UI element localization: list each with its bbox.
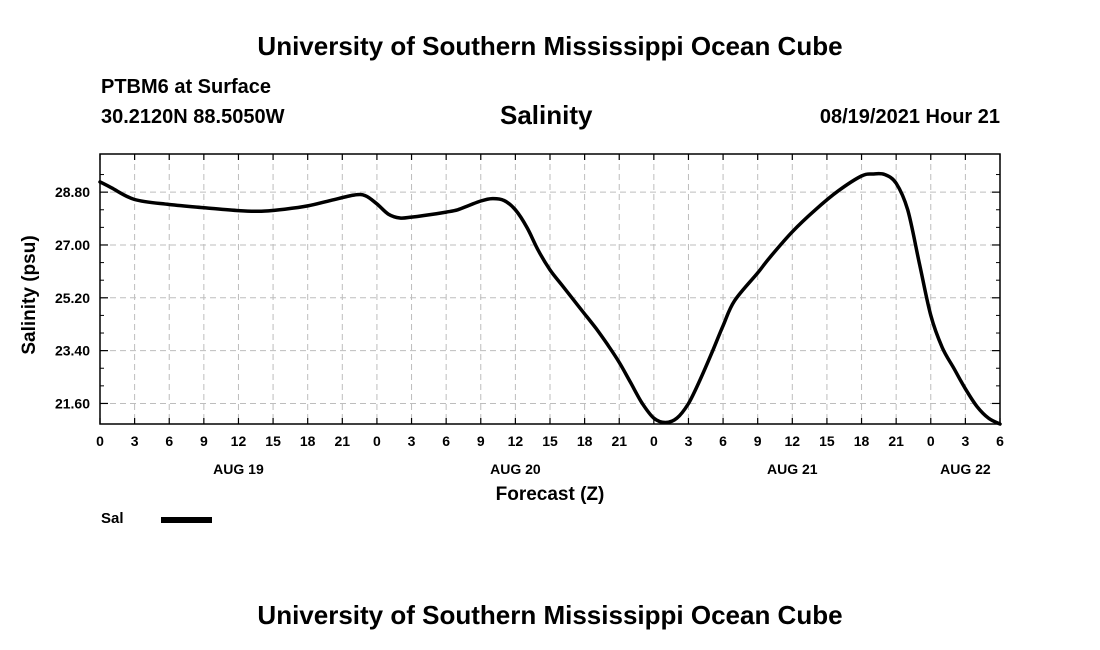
x-date-label: AUG 21 (767, 461, 818, 477)
x-tick-label: 6 (996, 433, 1004, 449)
x-date-label: AUG 19 (213, 461, 264, 477)
x-tick-label: 0 (96, 433, 104, 449)
y-tick-label: 23.40 (55, 343, 90, 359)
tick-label-layer: 0 3 6 9 12 15 18 21 0 3 6 9 12 15 18 21 0 3 6 9 12 15 18 21 0 3 6 2… (55, 184, 1004, 477)
legend-swatch (161, 517, 212, 523)
x-tick-label: 12 (231, 433, 247, 449)
x-tick-label: 12 (785, 433, 801, 449)
chart-title-top: University of Southern Mississippi Ocean… (257, 31, 843, 61)
series-line-sal (98, 171, 1002, 426)
x-tick-label: 9 (754, 433, 762, 449)
datetime-label: 08/19/2021 Hour 21 (819, 106, 1000, 128)
x-tick-label: 15 (265, 433, 281, 449)
x-tick-label: 3 (685, 433, 693, 449)
y-axis-title: Salinity (psu) (19, 235, 40, 354)
x-tick-label: 15 (819, 433, 835, 449)
x-tick-label: 18 (854, 433, 870, 449)
x-tick-label: 21 (335, 433, 351, 449)
x-tick-label: 9 (477, 433, 485, 449)
station-label: PTBM6 at Surface (101, 76, 272, 98)
x-tick-label: 6 (442, 433, 450, 449)
x-tick-label: 0 (927, 433, 935, 449)
x-tick-label: 3 (408, 433, 416, 449)
legend-label: Sal (101, 510, 124, 527)
coordinates-label: 30.2120N 88.5050W (101, 106, 285, 128)
x-tick-label: 12 (508, 433, 524, 449)
plot-frame (99, 153, 1001, 425)
x-tick-label: 15 (542, 433, 558, 449)
y-tick-label: 28.80 (55, 184, 90, 200)
x-tick-label: 6 (719, 433, 727, 449)
x-tick-label: 0 (373, 433, 381, 449)
x-tick-label: 21 (611, 433, 627, 449)
x-tick-label: 18 (577, 433, 593, 449)
x-date-label: AUG 20 (490, 461, 541, 477)
x-axis-title: Forecast (Z) (496, 484, 605, 505)
grid-layer (100, 154, 1000, 424)
variable-title: Salinity (500, 100, 593, 130)
x-tick-label: 9 (200, 433, 208, 449)
x-tick-label: 0 (650, 433, 658, 449)
y-tick-label: 27.00 (55, 237, 90, 253)
x-date-label: AUG 22 (940, 461, 991, 477)
y-tick-label: 25.20 (55, 290, 90, 306)
x-tick-label: 6 (165, 433, 173, 449)
y-tick-label: 21.60 (55, 395, 90, 411)
x-tick-label: 3 (131, 433, 139, 449)
x-tick-label: 21 (888, 433, 904, 449)
chart-title-bottom: University of Southern Mississippi Ocean… (257, 600, 843, 630)
x-tick-label: 18 (300, 433, 316, 449)
x-tick-label: 3 (961, 433, 969, 449)
